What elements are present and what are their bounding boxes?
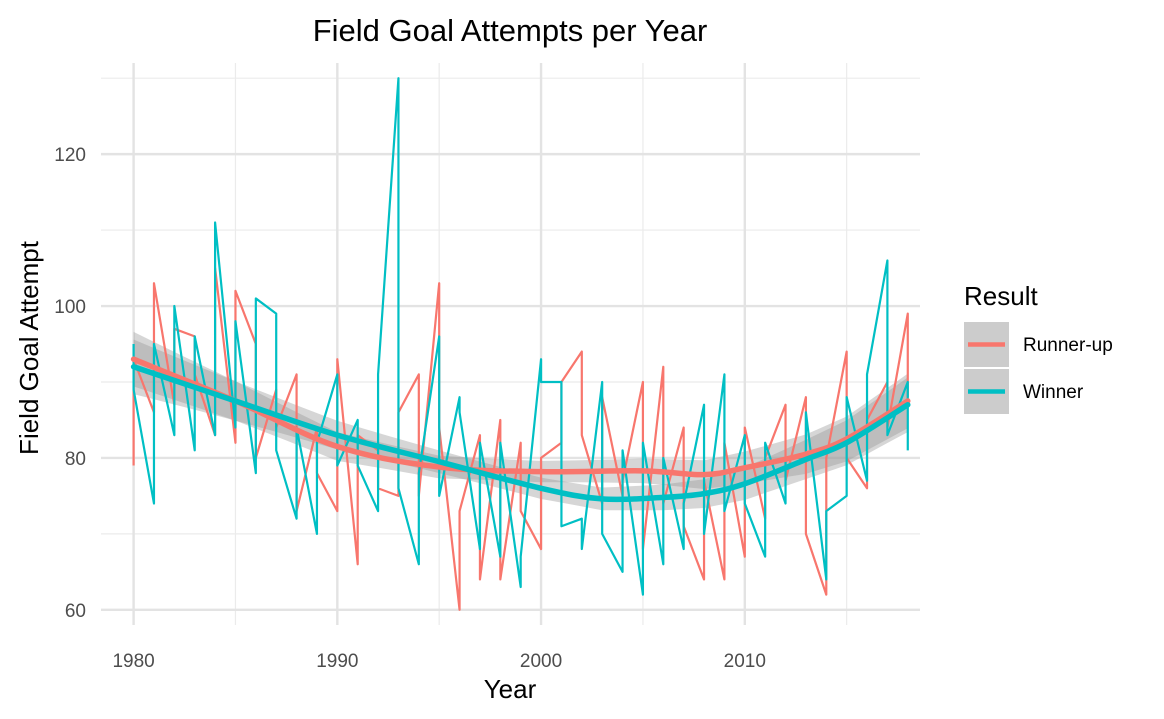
x-tick-label: 1980 bbox=[112, 651, 154, 672]
legend: Result Runner-up Winner bbox=[964, 281, 1113, 414]
legend-label-winner: Winner bbox=[1023, 382, 1084, 403]
legend-label-runner-up: Runner-up bbox=[1023, 335, 1113, 356]
smooth-line-runner-up bbox=[130, 356, 911, 478]
series-line-winner bbox=[132, 77, 909, 596]
x-axis-title: Year bbox=[484, 674, 537, 704]
x-tick-label: 2000 bbox=[520, 651, 562, 672]
chart-title: Field Goal Attempts per Year bbox=[313, 13, 708, 48]
y-tick-label: 120 bbox=[54, 145, 86, 166]
x-tick-label: 2010 bbox=[724, 651, 766, 672]
y-tick-label: 60 bbox=[65, 601, 86, 622]
smooth-line-layer bbox=[130, 356, 911, 503]
legend-item-winner: Winner bbox=[964, 369, 1084, 414]
y-tick-label: 80 bbox=[65, 449, 86, 470]
legend-title: Result bbox=[964, 281, 1038, 311]
confidence-band-runner-up bbox=[133, 331, 908, 490]
y-tick-label: 100 bbox=[54, 297, 86, 318]
x-tick-label: 1990 bbox=[316, 651, 358, 672]
series-line-layer bbox=[132, 77, 909, 611]
legend-item-runner-up: Runner-up bbox=[964, 322, 1113, 367]
tick-label-layer: 1980 1990 2000 2010 60 80 100 120 bbox=[54, 145, 766, 672]
y-axis-title: Field Goal Attempt bbox=[14, 240, 44, 455]
smooth-line-winner bbox=[130, 364, 911, 503]
